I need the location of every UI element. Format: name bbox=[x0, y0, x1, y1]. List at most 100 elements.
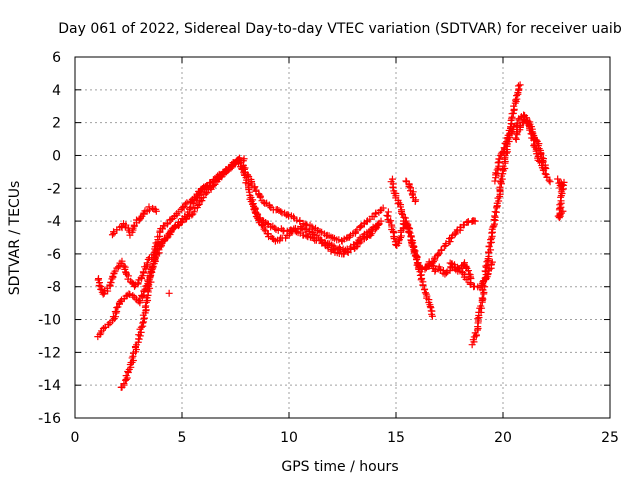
data-point-marker bbox=[443, 268, 451, 276]
data-point-marker bbox=[405, 228, 413, 236]
data-point-marker bbox=[493, 166, 501, 174]
data-point-marker bbox=[128, 354, 136, 362]
data-point-marker bbox=[542, 165, 550, 173]
data-point-marker bbox=[387, 217, 395, 225]
data-point-marker bbox=[400, 213, 408, 221]
data-point-marker bbox=[138, 293, 146, 301]
data-point-marker bbox=[143, 259, 151, 267]
data-point-marker bbox=[411, 197, 419, 205]
data-point-marker bbox=[357, 223, 365, 231]
data-point-marker bbox=[108, 231, 116, 239]
data-point-marker bbox=[405, 183, 413, 191]
y-tick-label: 2 bbox=[52, 116, 61, 132]
data-point-marker bbox=[421, 289, 429, 297]
x-tick-label: 5 bbox=[178, 430, 187, 446]
data-point-marker bbox=[389, 183, 397, 191]
data-point-marker bbox=[145, 203, 153, 211]
data-point-marker bbox=[260, 225, 268, 233]
data-point-marker bbox=[512, 96, 520, 104]
data-point-marker bbox=[425, 262, 433, 270]
data-point-marker bbox=[136, 296, 144, 304]
x-tick-label: 10 bbox=[280, 430, 298, 446]
data-point-marker bbox=[478, 294, 486, 302]
data-point-marker bbox=[467, 275, 475, 283]
data-point-marker bbox=[256, 193, 264, 201]
data-point-marker bbox=[479, 281, 487, 289]
data-point-marker bbox=[398, 209, 406, 217]
data-point-marker bbox=[277, 208, 285, 216]
data-point-marker bbox=[372, 209, 380, 217]
data-point-marker bbox=[491, 208, 499, 216]
data-point-marker bbox=[401, 214, 409, 222]
axis-ticks: 0 5 10 15 20 25 -16 -14 -12 -10 -8 -6 -4 -2 0 2 4 6 bbox=[38, 50, 619, 446]
data-point-marker bbox=[512, 134, 520, 142]
data-point-marker bbox=[496, 183, 504, 191]
data-point-marker bbox=[296, 216, 304, 224]
data-point-marker bbox=[149, 204, 157, 212]
data-point-marker bbox=[366, 227, 374, 235]
data-point-marker bbox=[419, 281, 427, 289]
data-point-marker bbox=[120, 262, 128, 270]
data-point-marker bbox=[240, 155, 248, 163]
data-point-marker bbox=[494, 194, 502, 202]
data-point-marker bbox=[197, 185, 205, 193]
data-point-marker bbox=[214, 172, 222, 180]
data-points bbox=[94, 81, 568, 391]
y-axis-label: SDTVAR / TECUs bbox=[7, 181, 23, 296]
data-point-marker bbox=[502, 149, 510, 157]
data-point-marker bbox=[144, 255, 152, 263]
y-tick-label: -14 bbox=[38, 378, 61, 394]
data-point-marker bbox=[420, 286, 428, 294]
x-tick-label: 20 bbox=[494, 430, 512, 446]
data-point-marker bbox=[190, 208, 198, 216]
data-point-marker bbox=[290, 213, 298, 221]
data-point-marker bbox=[429, 258, 437, 266]
y-tick-label: -8 bbox=[47, 280, 61, 296]
data-point-marker bbox=[95, 282, 103, 290]
data-point-marker bbox=[279, 226, 287, 234]
data-point-marker bbox=[142, 302, 150, 310]
x-tick-label: 15 bbox=[387, 430, 405, 446]
data-point-marker bbox=[152, 207, 160, 215]
data-point-marker bbox=[266, 202, 274, 210]
data-point-marker bbox=[483, 258, 491, 266]
data-point-marker bbox=[442, 269, 450, 277]
y-tick-label: -2 bbox=[47, 181, 61, 197]
data-point-marker bbox=[482, 262, 490, 270]
data-point-marker bbox=[489, 223, 497, 231]
data-point-marker bbox=[430, 255, 438, 263]
data-point-marker bbox=[125, 290, 133, 298]
data-point-marker bbox=[496, 155, 504, 163]
chart-title: Day 061 of 2022, Sidereal Day-to-day VTE… bbox=[58, 21, 622, 37]
data-point-marker bbox=[410, 246, 418, 254]
data-point-marker bbox=[271, 224, 279, 232]
data-point-marker bbox=[96, 331, 104, 339]
y-tick-label: 0 bbox=[52, 148, 61, 164]
data-point-marker bbox=[491, 177, 499, 185]
y-tick-label: -6 bbox=[47, 247, 61, 263]
data-point-marker bbox=[120, 380, 128, 388]
data-point-marker bbox=[129, 292, 137, 300]
plot-frame bbox=[74, 56, 611, 419]
data-point-marker bbox=[428, 312, 436, 320]
data-point-marker bbox=[150, 258, 158, 266]
data-point-marker bbox=[194, 201, 202, 209]
data-point-marker bbox=[167, 216, 175, 224]
y-tick-label: -16 bbox=[38, 411, 61, 427]
data-point-marker bbox=[541, 163, 549, 171]
data-point-marker bbox=[545, 176, 553, 184]
data-point-marker bbox=[134, 279, 142, 287]
data-point-marker bbox=[528, 128, 536, 136]
data-point-marker bbox=[390, 235, 398, 243]
data-point-marker bbox=[139, 210, 147, 218]
x-tick-label: 0 bbox=[71, 430, 80, 446]
data-point-marker bbox=[137, 323, 145, 331]
data-point-marker bbox=[126, 291, 134, 299]
data-point-marker bbox=[516, 81, 524, 89]
data-point-marker bbox=[513, 129, 521, 137]
data-point-marker bbox=[112, 309, 120, 317]
grid-lines bbox=[75, 57, 610, 418]
data-point-marker bbox=[227, 163, 235, 171]
data-point-marker bbox=[514, 82, 522, 90]
